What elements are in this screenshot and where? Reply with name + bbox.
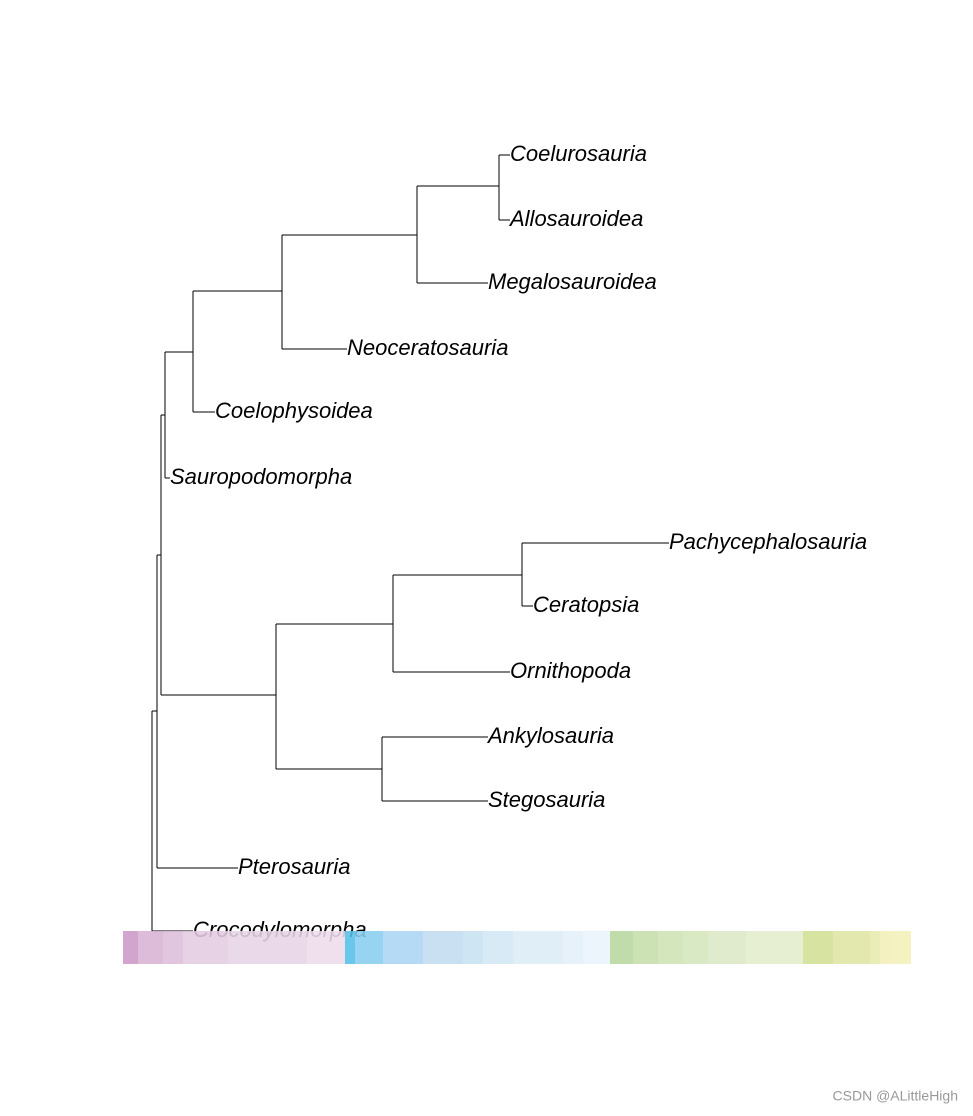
color-strip-segment [610,931,633,964]
color-strip-segment [563,931,583,964]
color-strip-segment [803,931,833,964]
leaf-label: Coelurosauria [510,141,647,166]
color-strip-segment [833,931,870,964]
leaf-label: Ankylosauria [486,723,614,748]
color-strip-segment [307,931,345,964]
color-strip-segment [633,931,658,964]
leaf-label: Pachycephalosauria [669,529,867,554]
color-strip-segment [423,931,463,964]
color-strip-segment [345,931,355,964]
color-strip-segment [228,931,307,964]
color-strip-segment [683,931,708,964]
color-strip-segment [483,931,513,964]
leaf-label: Megalosauroidea [488,269,657,294]
color-strip-segment [880,931,911,964]
color-strip-segment [163,931,183,964]
tree-branches [151,154,669,932]
color-strip-segment [123,931,138,964]
leaf-label: Coelophysoidea [215,398,373,423]
leaf-label: Ceratopsia [533,592,639,617]
leaf-label: Stegosauria [488,787,605,812]
leaf-label: Sauropodomorpha [170,464,352,489]
leaf-label: Neoceratosauria [347,335,508,360]
color-strip-segment [583,931,610,964]
watermark: CSDN @ALittleHigh [833,1088,958,1104]
leaf-label: Pterosauria [238,854,351,879]
color-strip-segment [463,931,483,964]
color-strip-segment [513,931,563,964]
color-strip-segment [355,931,383,964]
color-strip-segment [708,931,746,964]
color-strip-segment [138,931,163,964]
leaf-label: Ornithopoda [510,658,631,683]
color-strip-segment [383,931,423,964]
color-strip-segment [183,931,228,964]
color-strip-segment [746,931,803,964]
color-strip-segment [658,931,683,964]
leaf-label: Allosauroidea [508,206,643,231]
color-strip-segment [870,931,880,964]
